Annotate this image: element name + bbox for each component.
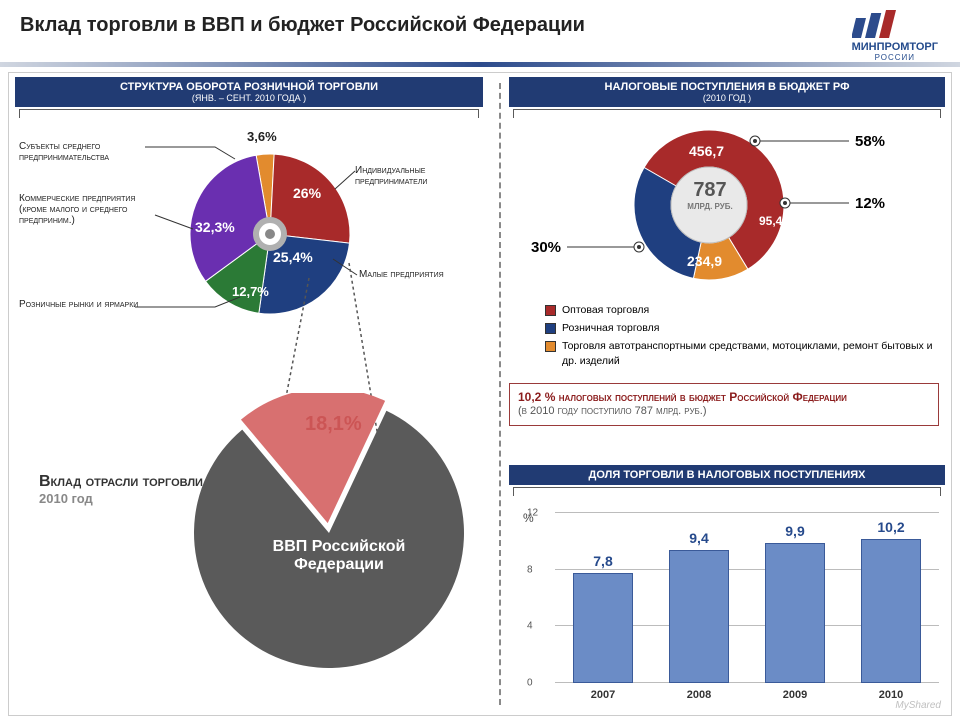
gdp-main-label: ВВП Российской Федерации: [249, 538, 429, 574]
swatch-icon: [545, 323, 556, 334]
donut-amt-1: 95,4: [759, 214, 782, 228]
panel-tax-share: ДОЛЯ ТОРГОВЛИ В НАЛОГОВЫХ ПОСТУПЛЕНИЯХ %…: [509, 465, 945, 705]
gdp-area: Вклад отрасли торговли 2010 год 18,1% ВВ…: [39, 383, 479, 683]
legend-row-1: Торговля автотранспортными средствами, м…: [545, 339, 935, 371]
bar-value: 10,2: [861, 519, 921, 535]
bracket2: [513, 109, 941, 119]
bar-category: 2009: [765, 689, 825, 701]
slice-val-2: 25,4%: [273, 249, 313, 265]
logo-country: РОССИИ: [852, 53, 938, 62]
slice-val-4: 32,3%: [195, 219, 235, 235]
panel-tax-receipts: НАЛОГОВЫЕ ПОСТУПЛЕНИЯ В БЮДЖЕТ РФ (2010 …: [509, 77, 945, 372]
bar-chart: % 048127,820079,420089,9200910,22010: [509, 505, 945, 705]
gdp-slice-pct: 18,1%: [305, 413, 362, 436]
donut-pct-0: 58%: [855, 133, 885, 150]
donut-amt-2: 234,9: [687, 253, 722, 269]
watermark: MyShared: [895, 700, 941, 711]
legend-label-2: Розничная торговля: [562, 321, 659, 337]
panel3-header: ДОЛЯ ТОРГОВЛИ В НАЛОГОВЫХ ПОСТУПЛЕНИЯХ: [509, 465, 945, 485]
bar: [573, 573, 633, 684]
bracket: [19, 109, 479, 119]
callout-box: 10,2 % налоговых поступлений в бюджет Ро…: [509, 383, 939, 426]
bar-category: 2008: [669, 689, 729, 701]
bar-value: 7,8: [573, 553, 633, 569]
legend-label-0: Оптовая торговля: [562, 303, 649, 319]
donut-center-value: 787: [681, 179, 739, 202]
callout-main: 10,2 % налоговых поступлений в бюджет Ро…: [518, 390, 930, 405]
pie1-area: 3,6% 26% 25,4% 12,7% 32,3% Субъекты сред…: [15, 119, 483, 339]
logo: МИНПРОМТОРГ РОССИИ: [852, 10, 938, 62]
panel3-title: ДОЛЯ ТОРГОВЛИ В НАЛОГОВЫХ ПОСТУПЛЕНИЯХ: [589, 469, 866, 481]
vertical-divider: [499, 83, 501, 705]
donut-legend: Оптовая торговля Розничная торговля Торг…: [545, 303, 935, 370]
donut-amt-0: 456,7: [689, 143, 724, 159]
slice-val-3: 12,7%: [232, 284, 269, 299]
legend-label-1: Торговля автотранспортными средствами, м…: [562, 339, 935, 371]
panel1-title: СТРУКТУРА ОБОРОТА РОЗНИЧНОЙ ТОРГОВЛИ: [120, 81, 378, 93]
content-area: СТРУКТУРА ОБОРОТА РОЗНИЧНОЙ ТОРГОВЛИ (ЯН…: [8, 72, 952, 716]
legend-row-2: Розничная торговля: [545, 321, 935, 337]
slice-val-1: 26%: [293, 185, 321, 201]
bar-value: 9,4: [669, 530, 729, 546]
panel1-header: СТРУКТУРА ОБОРОТА РОЗНИЧНОЙ ТОРГОВЛИ (ЯН…: [15, 77, 483, 107]
bar: [765, 543, 825, 683]
logo-icon: [852, 10, 908, 40]
callout-sub: (в 2010 году поступило 787 млрд. руб.): [518, 405, 930, 419]
panel2-title: НАЛОГОВЫЕ ПОСТУПЛЕНИЯ В БЮДЖЕТ РФ: [605, 81, 850, 93]
header-divider: [0, 62, 960, 67]
bracket3: [513, 487, 941, 497]
panel1-subtitle: (ЯНВ. – СЕНТ. 2010 ГОДА ): [19, 93, 479, 103]
bar: [861, 539, 921, 684]
bar-category: 2007: [573, 689, 633, 701]
swatch-icon: [545, 305, 556, 316]
slice-label-2: Малые предприятия: [359, 269, 469, 280]
panel2-header: НАЛОГОВЫЕ ПОСТУПЛЕНИЯ В БЮДЖЕТ РФ (2010 …: [509, 77, 945, 107]
bar-axis: 048127,820079,420089,9200910,22010: [555, 513, 939, 683]
panel2-subtitle: (2010 ГОД ): [513, 93, 941, 103]
donut-pct-1: 12%: [855, 195, 885, 212]
donut-center-unit: МЛРД. РУБ.: [681, 202, 739, 211]
panel-retail-structure: СТРУКТУРА ОБОРОТА РОЗНИЧНОЙ ТОРГОВЛИ (ЯН…: [15, 77, 483, 339]
slice-label-3: Розничные рынки и ярмарки: [19, 299, 139, 310]
bar-value: 9,9: [765, 523, 825, 539]
slice-label-1: Индивидуальные предприниматели: [355, 165, 475, 187]
page-title: Вклад торговли в ВВП и бюджет Российской…: [0, 0, 960, 45]
logo-name: МИНПРОМТОРГ: [852, 42, 938, 53]
slice-val-0: 3,6%: [247, 129, 277, 144]
gdp-year: 2010 год: [39, 491, 209, 506]
donut-pct-2: 30%: [531, 239, 561, 256]
slice-label-4: Коммерческие предприятия (кроме малого и…: [19, 193, 159, 226]
slice-label-0: Субъекты среднего предпринимательства: [19, 141, 149, 163]
gdp-title: Вклад отрасли торговли: [39, 473, 209, 491]
swatch-icon: [545, 341, 556, 352]
legend-row-0: Оптовая торговля: [545, 303, 935, 319]
donut-area: 787 МЛРД. РУБ. 456,7 95,4 234,9 58% 12% …: [509, 119, 945, 299]
bar: [669, 550, 729, 683]
